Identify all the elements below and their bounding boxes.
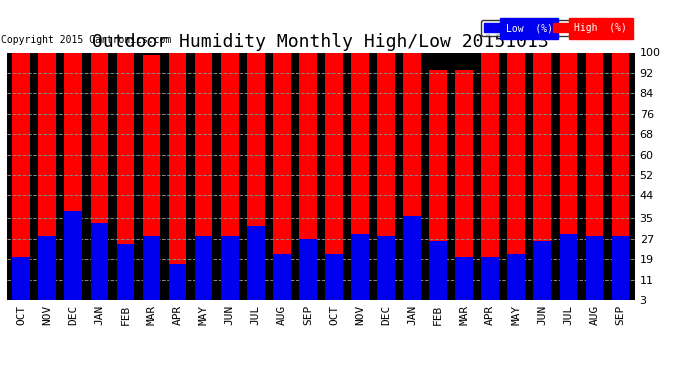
Bar: [533, 242, 551, 308]
Title: Outdoor Humidity Monthly High/Low 20151013: Outdoor Humidity Monthly High/Low 201510…: [92, 33, 549, 51]
Bar: [221, 236, 239, 308]
Bar: [117, 244, 135, 308]
Bar: [221, 53, 239, 308]
Bar: [12, 53, 30, 308]
Bar: [195, 236, 213, 308]
Bar: [455, 256, 473, 307]
Bar: [64, 53, 82, 308]
Bar: [168, 264, 186, 308]
Bar: [351, 234, 368, 308]
Bar: [611, 53, 629, 308]
Bar: [90, 53, 108, 308]
Bar: [247, 53, 264, 308]
Bar: [64, 211, 82, 308]
Bar: [325, 53, 343, 308]
Bar: [299, 53, 317, 308]
Bar: [247, 226, 264, 308]
Bar: [351, 53, 368, 308]
Bar: [143, 55, 160, 308]
Bar: [39, 53, 56, 308]
Bar: [325, 254, 343, 308]
Bar: [377, 236, 395, 308]
Bar: [611, 236, 629, 308]
Bar: [482, 256, 499, 307]
Bar: [403, 53, 421, 308]
Bar: [195, 53, 213, 308]
Bar: [507, 254, 525, 308]
Bar: [429, 242, 447, 308]
Bar: [507, 53, 525, 308]
Bar: [455, 70, 473, 308]
Bar: [429, 70, 447, 308]
Bar: [12, 256, 30, 307]
Bar: [273, 254, 290, 308]
Text: Copyright 2015 Cartronics.com: Copyright 2015 Cartronics.com: [1, 35, 171, 45]
Bar: [273, 53, 290, 308]
Bar: [168, 53, 186, 308]
Bar: [90, 224, 108, 308]
Bar: [560, 234, 578, 308]
Bar: [143, 236, 160, 308]
Bar: [117, 53, 135, 308]
Bar: [39, 236, 56, 308]
Bar: [377, 53, 395, 308]
Legend: Low  (%), High  (%): Low (%), High (%): [482, 20, 630, 36]
Bar: [586, 53, 603, 308]
Bar: [403, 216, 421, 308]
Bar: [586, 236, 603, 308]
Bar: [299, 239, 317, 308]
Bar: [482, 53, 499, 308]
Bar: [560, 53, 578, 308]
Bar: [533, 53, 551, 308]
